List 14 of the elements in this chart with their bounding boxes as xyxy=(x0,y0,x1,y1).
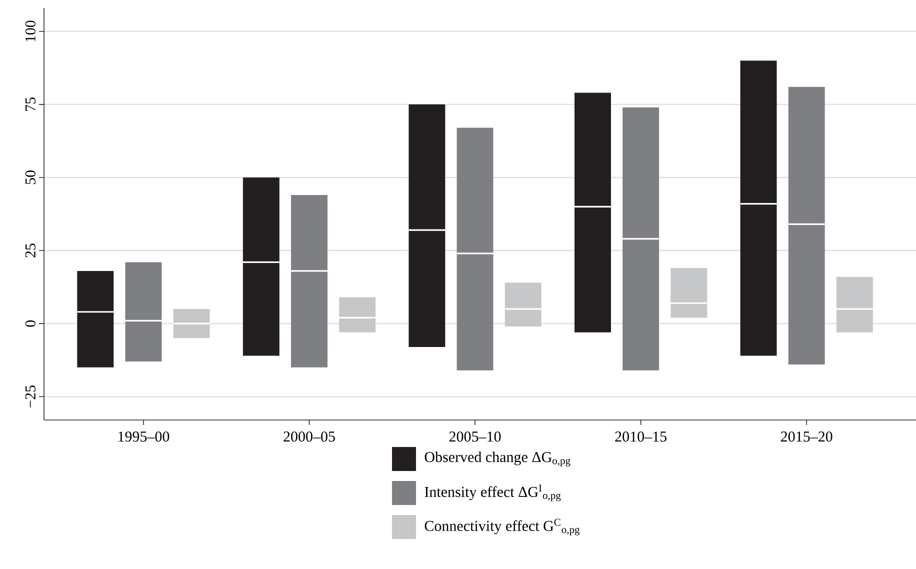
y-tick-label: 75 xyxy=(26,98,36,111)
y-tick-label: −25 xyxy=(25,385,36,408)
y-tick-label: 100 xyxy=(25,20,36,42)
y-tick-label: 25 xyxy=(25,244,36,258)
y-tick-label: 50 xyxy=(25,170,36,184)
y-tick-label: 0 xyxy=(25,320,36,327)
x-tick-label: 2010–15 xyxy=(615,432,666,442)
x-tick-label: 2000–05 xyxy=(284,432,335,442)
legend-label: Observed change ΔG$_{o,pg}$ xyxy=(424,452,570,466)
x-tick-label: 2015–20 xyxy=(781,432,832,442)
legend-label: Connectivity effect G$^{C}$o,pg xyxy=(424,518,580,536)
x-tick-label: 1995–00 xyxy=(118,432,170,442)
x-tick-label: 2005–10 xyxy=(449,432,501,442)
legend-label: Intensity effect ΔG$^{I}$o,pg xyxy=(424,484,561,502)
